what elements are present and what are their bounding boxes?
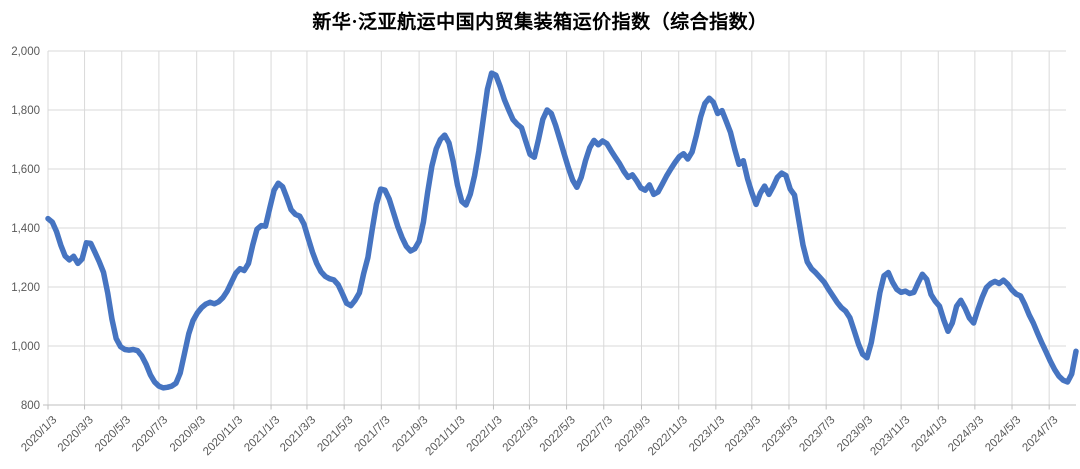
x-tick-label: 2021/7/3 [353,414,393,454]
series-line-综合指数 [45,70,1079,391]
x-tick-label: 2024/1/3 [909,414,949,454]
x-tick-label: 2024/7/3 [1020,414,1060,454]
x-tick-label: 2024/3/3 [946,414,986,454]
x-tick-label: 2022/5/3 [538,414,578,454]
y-tick-label: 1,600 [11,164,40,176]
x-tick-label: 2022/11/3 [646,414,690,458]
x-tick-label: 2024/5/3 [983,414,1023,454]
x-tick-label: 2020/11/3 [201,414,245,458]
x-tick-label: 2023/3/3 [723,414,763,454]
x-tick-label: 2020/5/3 [93,414,133,454]
x-tick-label: 2021/11/3 [424,414,468,458]
y-tick-label: 1,000 [11,341,40,353]
x-tick-label: 2022/1/3 [465,414,505,454]
x-tick-label: 2023/5/3 [760,414,800,454]
y-tick-label: 1,400 [11,223,40,235]
y-tick-label: 800 [21,400,40,412]
x-tick-label: 2021/3/3 [278,414,318,454]
x-tick-label: 2020/7/3 [130,414,170,454]
y-tick-label: 1,800 [11,105,40,117]
y-tick-label: 2,000 [11,46,40,58]
x-tick-label: 2023/1/3 [687,414,727,454]
chart-title: 新华·泛亚航运中国内贸集装箱运价指数（综合指数） [312,12,768,33]
x-tick-label: 2022/7/3 [575,414,615,454]
x-tick-label: 2020/1/3 [19,414,59,454]
x-tick-label: 2023/7/3 [797,414,837,454]
y-tick-label: 1,200 [11,282,40,294]
x-tick-label: 2020/3/3 [56,414,96,454]
x-tick-label: 2021/5/3 [315,414,355,454]
x-tick-label: 2023/11/3 [868,414,912,458]
x-tick-label: 2022/3/3 [501,414,541,454]
x-tick-label: 2021/1/3 [242,414,282,454]
